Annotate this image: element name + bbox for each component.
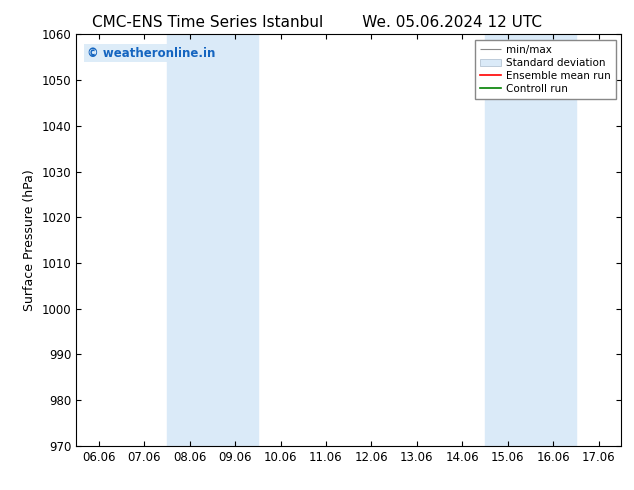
Bar: [485, 34, 576, 446]
Bar: [167, 34, 258, 446]
Y-axis label: Surface Pressure (hPa): Surface Pressure (hPa): [23, 169, 36, 311]
Text: CMC-ENS Time Series Istanbul        We. 05.06.2024 12 UTC: CMC-ENS Time Series Istanbul We. 05.06.2…: [92, 15, 542, 30]
Legend: min/max, Standard deviation, Ensemble mean run, Controll run: min/max, Standard deviation, Ensemble me…: [475, 40, 616, 99]
Text: © weatheronline.in: © weatheronline.in: [87, 47, 216, 60]
